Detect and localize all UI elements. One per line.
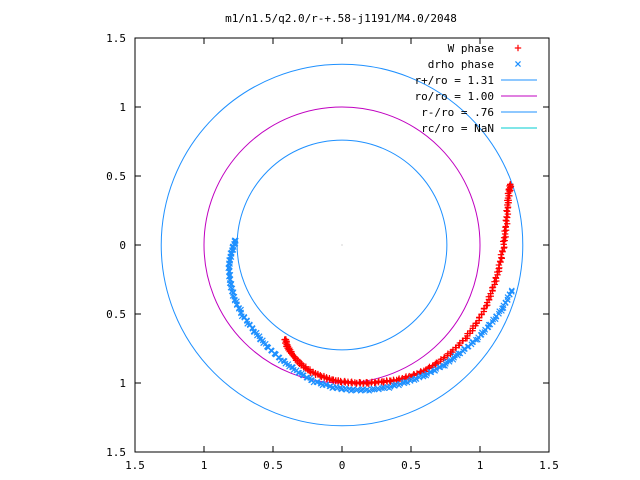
data-point <box>433 365 440 372</box>
legend-label: r-/ro = .76 <box>421 106 494 119</box>
data-point <box>504 210 512 218</box>
data-point <box>381 385 388 392</box>
data-point <box>455 350 462 357</box>
data-point <box>500 234 508 241</box>
data-point <box>485 321 492 328</box>
plot-area <box>160 63 524 427</box>
data-point <box>366 387 373 394</box>
x-tick-label: 1.5 <box>539 459 559 472</box>
legend: W phase drho phase r+/ro = 1.31 ro/ro = 1.0… <box>415 42 537 135</box>
x-tick-label: 0.5 <box>401 459 421 472</box>
data-point <box>503 208 511 215</box>
y-tick-label: 1 <box>119 377 126 390</box>
data-point <box>502 223 510 230</box>
data-point <box>508 287 515 294</box>
legend-marker <box>514 44 522 52</box>
axes: 1.5 1 0.5 0 0.5 1 1.51.510.500.511.5 <box>106 32 559 472</box>
data-point <box>504 296 511 303</box>
series-drho-phase <box>225 237 515 394</box>
legend-label: ro/ro = 1.00 <box>415 90 494 103</box>
x-tick-label: 1 <box>201 459 208 472</box>
y-tick-label: 0.5 <box>106 170 126 183</box>
y-tick-label: 0 <box>119 239 126 252</box>
data-point <box>500 304 507 311</box>
data-point <box>323 381 330 388</box>
legend-label: W phase <box>448 42 494 55</box>
data-point <box>314 378 321 385</box>
data-point <box>507 181 514 188</box>
y-tick-label: 1.5 <box>106 32 126 45</box>
data-point <box>428 369 435 376</box>
data-point <box>508 288 515 295</box>
legend-label: rc/ro = NaN <box>421 122 494 135</box>
x-tick-label: 1.5 <box>125 459 145 472</box>
data-point <box>503 207 510 214</box>
data-point <box>404 379 411 386</box>
legend-marker <box>515 61 521 67</box>
y-tick-label: 1.5 <box>106 446 126 459</box>
legend-label: r+/ro = 1.31 <box>415 74 494 87</box>
series-w-phase <box>281 181 515 388</box>
data-point <box>499 238 507 245</box>
data-point <box>501 227 508 235</box>
data-point <box>424 370 431 377</box>
data-point <box>503 214 511 221</box>
origin-mark <box>341 244 343 246</box>
data-point <box>437 364 444 371</box>
data-point <box>413 376 420 382</box>
chart-title: m1/n1.5/q2.0/r-+.58-j1191/M4.0/2048 <box>225 12 457 25</box>
data-point <box>503 213 510 221</box>
data-point <box>502 217 510 224</box>
data-point <box>375 386 382 393</box>
x-tick-label: 0 <box>339 459 346 472</box>
legend-label: drho phase <box>428 58 494 71</box>
radius-circle-2 <box>160 63 524 427</box>
y-tick-label: 0.5 <box>106 308 126 321</box>
data-point <box>503 220 511 227</box>
x-tick-label: 0.5 <box>263 459 283 472</box>
x-tick-label: 1 <box>477 459 484 472</box>
y-tick-label: 1 <box>119 101 126 114</box>
